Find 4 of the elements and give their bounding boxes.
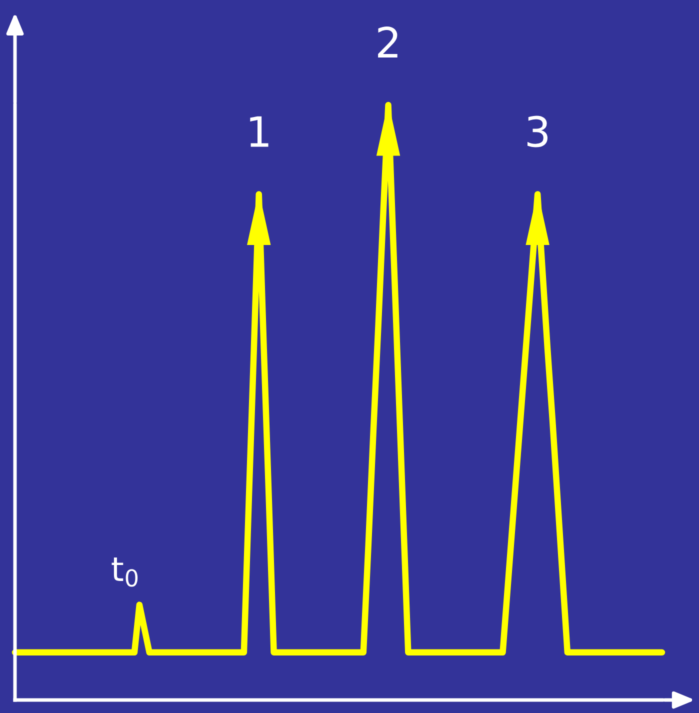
annotation: 3 [528,116,548,148]
text: 2 [378,26,398,58]
annotation: 1 [250,116,268,147]
annotation: t$_{0}$ [112,558,138,587]
